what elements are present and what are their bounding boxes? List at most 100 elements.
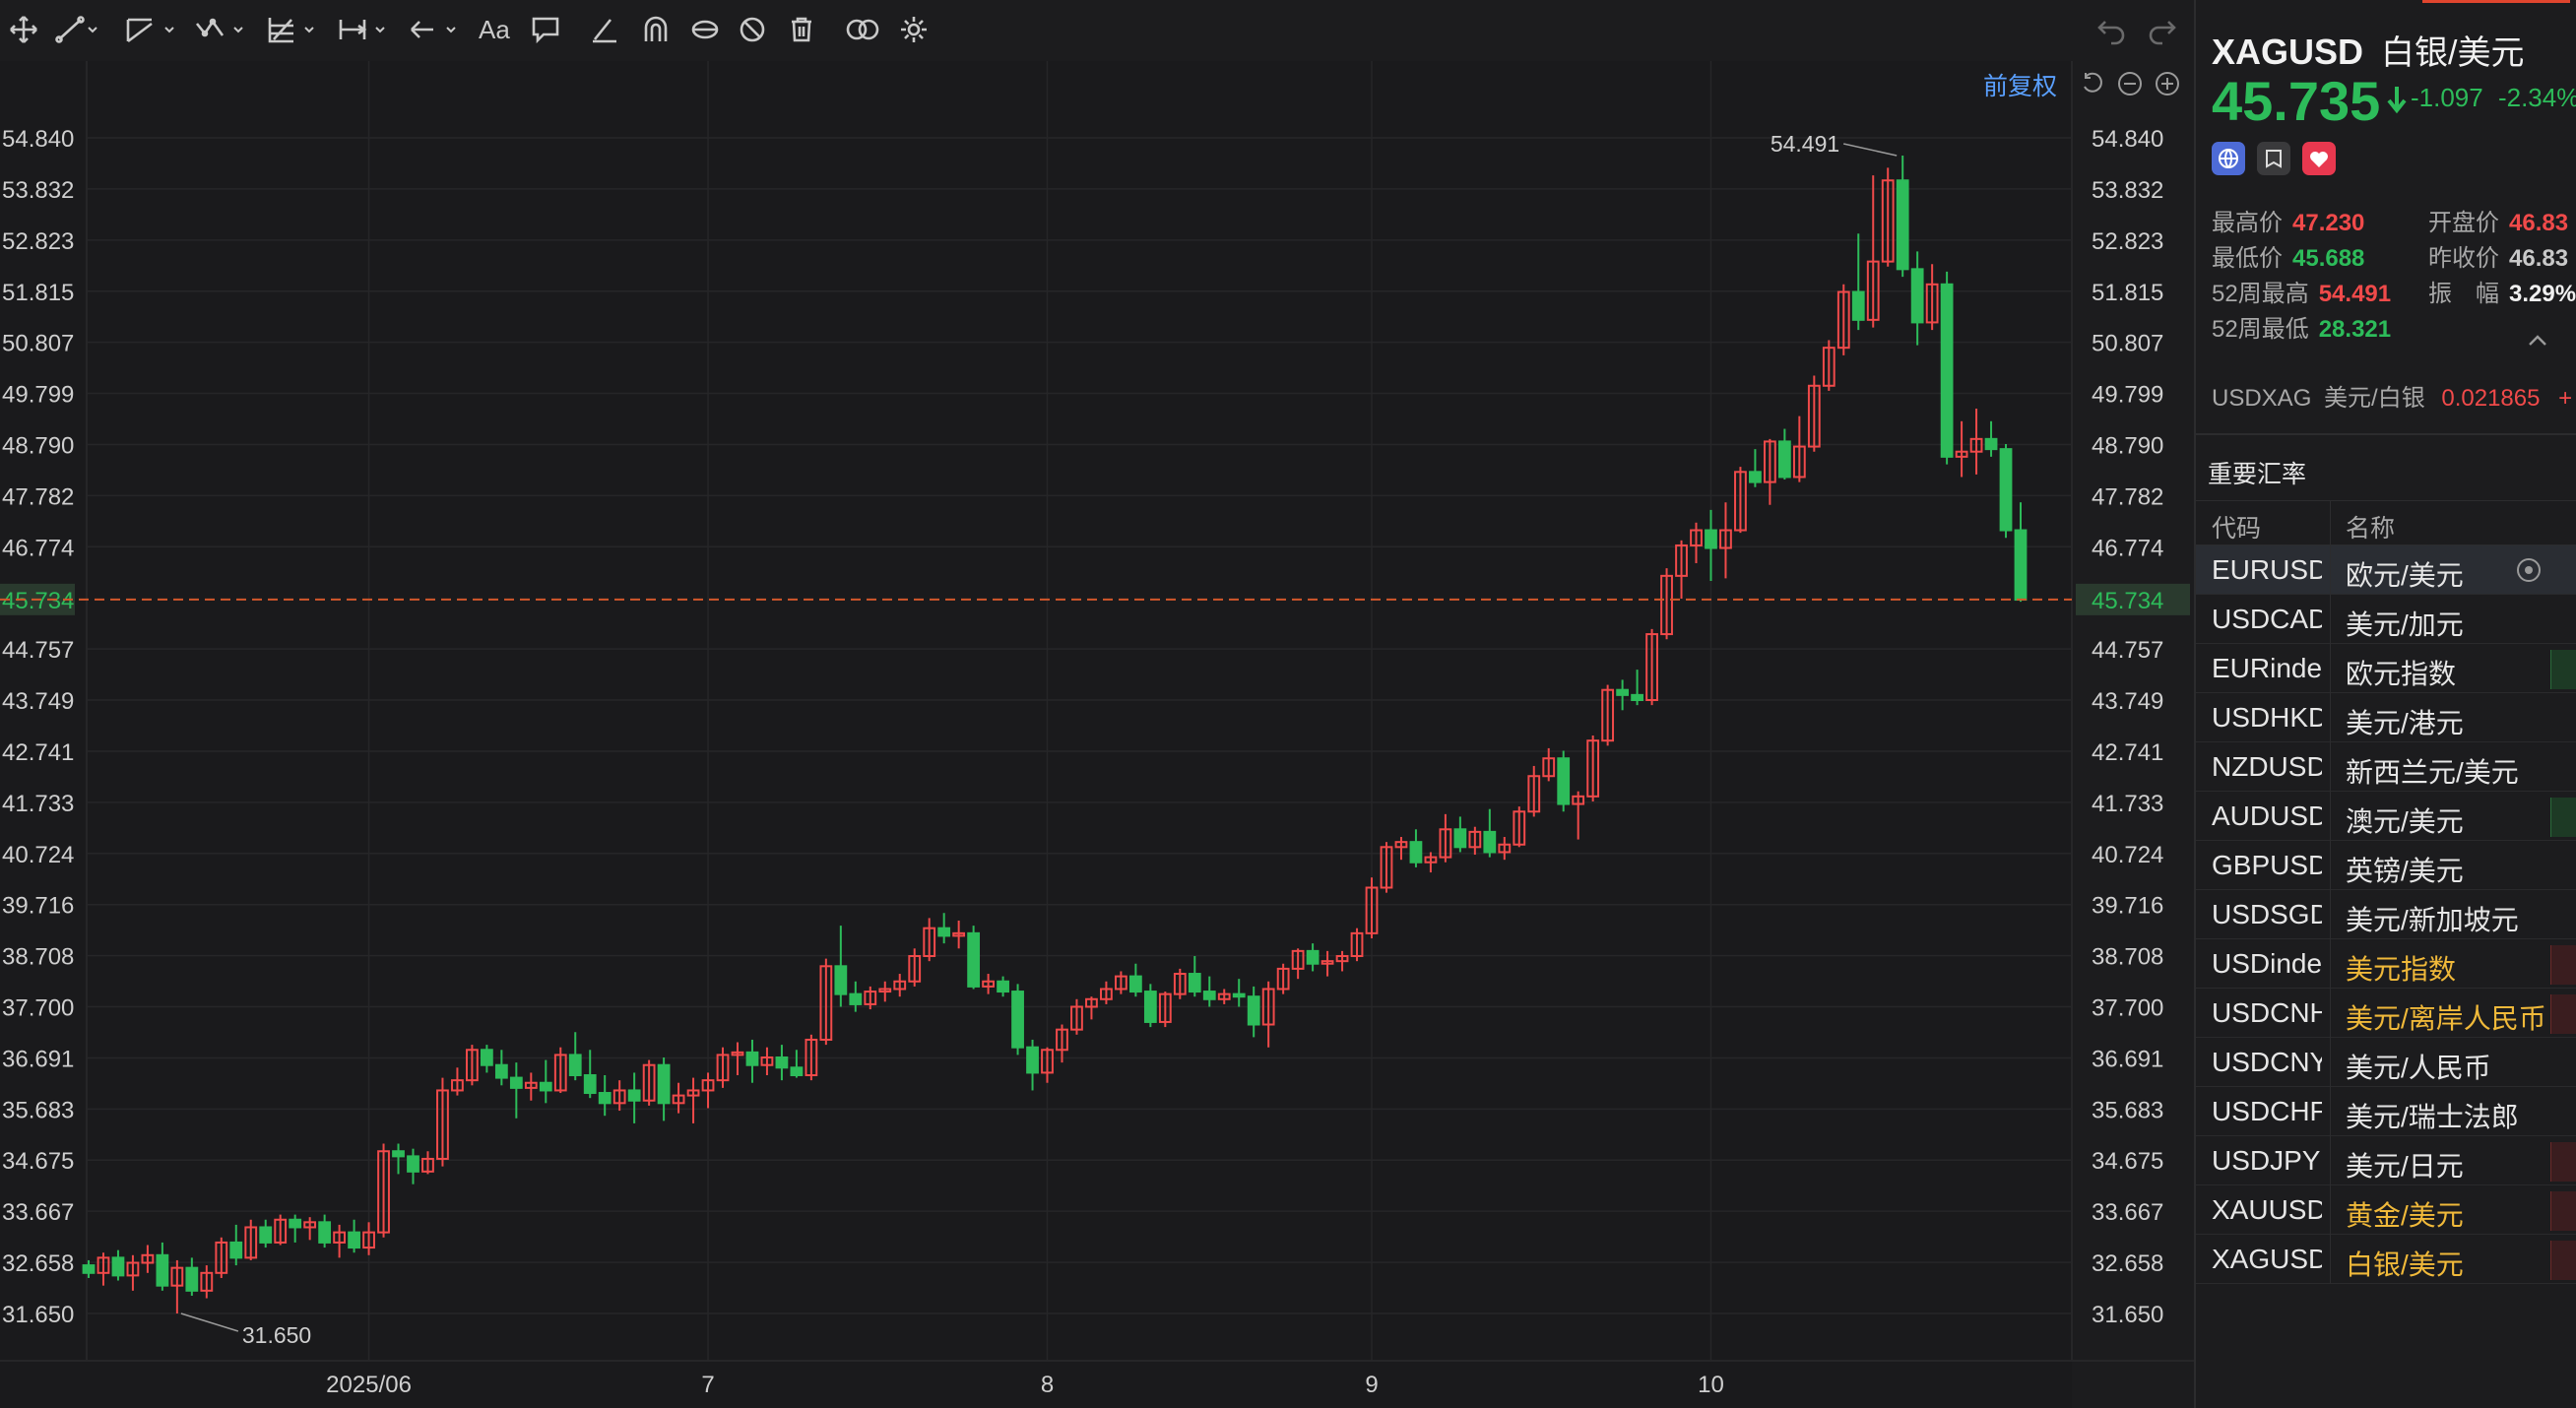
rate-row-usdjpy[interactable]: USDJPY 美元/日元 bbox=[2196, 1136, 2576, 1185]
rate-row-usdindex[interactable]: USDindex 美元指数 bbox=[2196, 939, 2576, 989]
measure-icon[interactable] bbox=[337, 10, 392, 49]
candle-body bbox=[185, 1266, 199, 1292]
candle-body bbox=[1306, 949, 1320, 965]
globe-icon[interactable] bbox=[2212, 142, 2245, 175]
related-quote[interactable]: USDXAG 美元/白银 0.021865 + bbox=[2212, 378, 2572, 413]
magnet-icon[interactable] bbox=[640, 10, 672, 49]
rate-row-gbpusd[interactable]: GBPUSD 英镑/美元 bbox=[2196, 841, 2576, 890]
candle bbox=[1513, 806, 1526, 848]
candle-body bbox=[1999, 448, 2013, 532]
price-chart[interactable]: 54.840 53.832 52.823 51.815 50.807 49.799 48.7… bbox=[0, 61, 2194, 1408]
candle bbox=[1822, 340, 1835, 391]
y-tick-label: 36.691 bbox=[2092, 1046, 2163, 1072]
candle bbox=[1866, 175, 1880, 328]
rate-row-usdcny[interactable]: USDCNY 美元/人民币 bbox=[2196, 1038, 2576, 1087]
rate-row-usdhkd[interactable]: USDHKD 美元/港元 bbox=[2196, 693, 2576, 742]
candle-body bbox=[1424, 856, 1438, 864]
heart-icon[interactable] bbox=[2302, 142, 2336, 175]
channel-icon[interactable] bbox=[124, 10, 179, 49]
line-icon[interactable] bbox=[55, 10, 100, 49]
candle bbox=[436, 1077, 449, 1167]
collapse-icon[interactable] bbox=[2527, 333, 2548, 353]
rate-row-usdchf[interactable]: USDCHF 美元/瑞士法郎 bbox=[2196, 1087, 2576, 1136]
candle bbox=[686, 1077, 700, 1123]
candlestick-chart[interactable]: 54.840 53.832 52.823 51.815 50.807 49.799 48.7… bbox=[0, 61, 2194, 1408]
quote-price-value: 45.735 bbox=[2212, 70, 2381, 132]
rate-row-xagusd[interactable]: XAGUSD 白银/美元 bbox=[2196, 1235, 2576, 1284]
candle bbox=[377, 1143, 390, 1238]
candle bbox=[1999, 443, 2013, 539]
rate-row-nzdusd[interactable]: NZDUSD 新西兰元/美元 bbox=[2196, 742, 2576, 792]
candle-body bbox=[348, 1231, 360, 1249]
rate-row-usdsgd[interactable]: USDSGD 美元/新加坡元 bbox=[2196, 890, 2576, 939]
chart-reset-icon[interactable] bbox=[2080, 71, 2105, 101]
candle-body bbox=[893, 980, 907, 991]
rate-row-eurusd[interactable]: EURUSD 欧元/美元 bbox=[2196, 545, 2576, 595]
candle-body bbox=[244, 1226, 258, 1259]
text-icon[interactable]: Aa bbox=[479, 10, 510, 49]
rate-row-audusd[interactable]: AUDUSD 澳元/美元 bbox=[2196, 792, 2576, 841]
candle-body bbox=[466, 1049, 479, 1082]
candle bbox=[642, 1059, 656, 1106]
time-axis: 2025/06 7 8 9 10 bbox=[326, 1372, 1724, 1398]
eye-hide-icon[interactable] bbox=[737, 10, 768, 49]
rate-row-eurindex[interactable]: EURindex 欧元指数 bbox=[2196, 644, 2576, 693]
rate-row-xauusd[interactable]: XAUUSD 黄金/美元 bbox=[2196, 1185, 2576, 1235]
pen-icon[interactable] bbox=[589, 10, 620, 49]
move-icon[interactable] bbox=[8, 10, 39, 49]
right-axis-bg bbox=[2072, 61, 2194, 1408]
candle-body bbox=[1247, 995, 1260, 1026]
candle bbox=[1217, 989, 1231, 1004]
candle bbox=[1777, 428, 1791, 480]
candle-body bbox=[1940, 283, 1954, 458]
rate-row-usdcad[interactable]: USDCAD 美元/加元 bbox=[2196, 595, 2576, 644]
candle-body bbox=[1586, 739, 1600, 798]
compare-icon[interactable] bbox=[843, 10, 882, 49]
zoom-in-icon[interactable] bbox=[2155, 71, 2180, 101]
current-price-label: 45.734 bbox=[2, 588, 74, 614]
candle-body bbox=[1498, 843, 1512, 854]
y-tick-label: 35.683 bbox=[2092, 1097, 2163, 1123]
adjust-button[interactable]: 前复权 bbox=[1983, 67, 2057, 102]
candle-body bbox=[997, 980, 1009, 993]
candle-body bbox=[1719, 529, 1732, 549]
candle bbox=[421, 1151, 434, 1175]
candle bbox=[1631, 670, 1643, 706]
candle bbox=[1424, 852, 1438, 873]
rate-code: USDSGD bbox=[2212, 899, 2322, 929]
redo-icon[interactable] bbox=[2147, 10, 2178, 49]
undo-icon[interactable] bbox=[2095, 10, 2127, 49]
y-tick-label: 53.832 bbox=[2, 177, 74, 204]
eye-link-icon[interactable] bbox=[689, 10, 721, 49]
chart-grid bbox=[0, 61, 2194, 1408]
note-icon[interactable] bbox=[2257, 142, 2290, 175]
candle-body bbox=[1158, 992, 1172, 1023]
candle bbox=[627, 1072, 641, 1123]
comment-icon[interactable] bbox=[530, 10, 561, 49]
candle bbox=[893, 974, 907, 997]
watch-icon[interactable] bbox=[2515, 556, 2543, 584]
fib-icon[interactable] bbox=[266, 10, 321, 49]
candle bbox=[908, 948, 922, 987]
trash-icon[interactable] bbox=[786, 10, 817, 49]
rate-code: NZDUSD bbox=[2212, 751, 2322, 782]
candle bbox=[1851, 233, 1865, 331]
candle bbox=[1158, 992, 1172, 1028]
candle bbox=[2014, 502, 2028, 603]
candle bbox=[97, 1252, 110, 1286]
candle-body bbox=[259, 1226, 273, 1244]
candle-body bbox=[952, 931, 966, 937]
rate-name: 美元/瑞士法郎 bbox=[2346, 1102, 2519, 1132]
arrow-icon[interactable] bbox=[408, 10, 463, 49]
gear-icon[interactable] bbox=[898, 10, 930, 49]
col-name-header: 名称 bbox=[2346, 515, 2396, 543]
candle-body bbox=[436, 1089, 449, 1160]
rate-row-usdcnh[interactable]: USDCNH 美元/离岸人民币 bbox=[2196, 989, 2576, 1038]
pattern-icon[interactable] bbox=[195, 10, 250, 49]
panel-top-accent bbox=[2422, 0, 2570, 3]
candle-body bbox=[1705, 529, 1717, 549]
candle bbox=[1498, 837, 1512, 861]
zoom-out-icon[interactable] bbox=[2117, 71, 2143, 101]
min-marker-line bbox=[180, 1312, 239, 1332]
y-tick-label: 44.757 bbox=[2, 637, 74, 664]
